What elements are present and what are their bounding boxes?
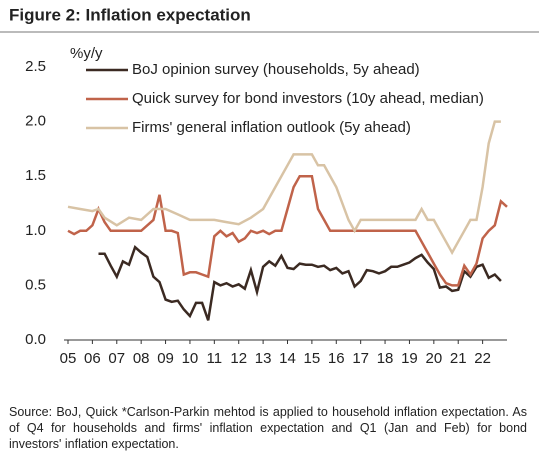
y-tick-label: 0.5: [25, 276, 46, 293]
y-tick-label: 2.5: [25, 58, 46, 75]
series-line: [98, 245, 502, 321]
x-tick-label: 06: [84, 350, 101, 367]
x-tick-label: 10: [182, 350, 199, 367]
x-tick-label: 20: [425, 350, 442, 367]
legend-label: Firms' general inflation outlook (5y ahe…: [132, 119, 411, 136]
y-tick-label: 1.5: [25, 167, 46, 184]
y-tick-label: 0.0: [25, 331, 46, 348]
x-tick-label: 13: [255, 350, 272, 367]
y-axis-label: %y/y: [70, 45, 103, 62]
chart: Figure 2: Inflation expectation %y/y 0.0…: [0, 5, 539, 367]
legend-label: Quick survey for bond investors (10y ahe…: [132, 90, 484, 107]
chart-title: Figure 2: Inflation expectation: [9, 5, 251, 24]
legend-label: BoJ opinion survey (households, 5y ahead…: [132, 61, 420, 78]
x-tick-label: 12: [230, 350, 247, 367]
x-tick-label: 15: [304, 350, 321, 367]
series-line: [67, 174, 508, 287]
y-tick-label: 2.0: [25, 113, 46, 130]
x-tick-label: 21: [450, 350, 467, 367]
source-note: Source: BoJ, Quick *Carlson-Parkin mehto…: [9, 405, 527, 451]
x-tick-label: 11: [207, 350, 223, 367]
x-tick-label: 07: [108, 350, 125, 367]
x-tick-label: 19: [401, 350, 418, 367]
x-tick-label: 16: [328, 350, 345, 367]
x-tick-label: 14: [279, 350, 296, 367]
series-line: [67, 120, 501, 256]
x-tick-label: 05: [60, 350, 77, 367]
x-tick-label: 17: [352, 350, 369, 367]
y-tick-label: 1.0: [25, 222, 46, 239]
x-tick-label: 18: [377, 350, 394, 367]
x-tick-label: 08: [133, 350, 150, 367]
x-tick-label: 22: [474, 350, 491, 367]
x-tick-label: 09: [157, 350, 174, 367]
